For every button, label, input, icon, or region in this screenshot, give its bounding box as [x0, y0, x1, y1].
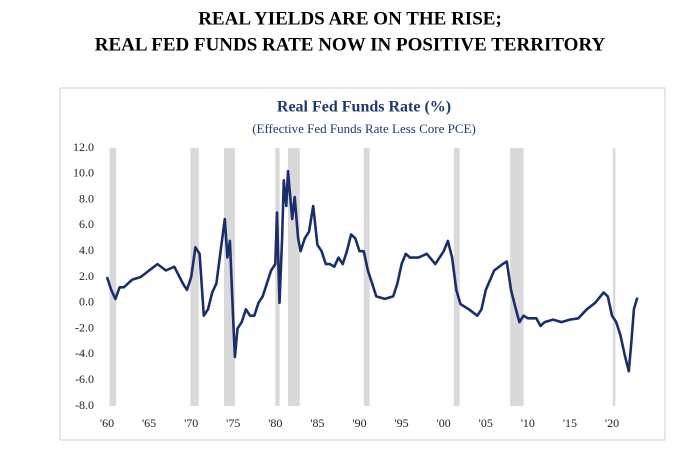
chart-title: Real Fed Funds Rate (%)	[277, 99, 451, 116]
x-tick-label: '10	[521, 416, 535, 430]
recession-band	[223, 148, 235, 406]
recession-band	[510, 148, 524, 406]
y-tick-label: 12.0	[73, 140, 94, 154]
x-tick-label: '65	[142, 416, 156, 430]
chart-frame	[59, 87, 666, 441]
recession-band	[109, 148, 117, 406]
recession-band	[612, 148, 616, 406]
y-tick-label: 8.0	[79, 191, 94, 205]
x-tick-label: '80	[268, 416, 282, 430]
x-tick-label: '20	[605, 416, 619, 430]
recession-band	[363, 148, 370, 406]
recession-band	[190, 148, 199, 406]
x-tick-label: '70	[184, 416, 198, 430]
page-title: REAL YIELDS ARE ON THE RISE;	[198, 8, 502, 29]
chart-subtitle: (Effective Fed Funds Rate Less Core PCE)	[252, 121, 476, 136]
y-tick-label: 4.0	[79, 243, 94, 257]
y-tick-label: -6.0	[75, 372, 94, 386]
y-tick-label: -8.0	[75, 398, 94, 412]
y-tick-label: 10.0	[73, 166, 94, 180]
y-tick-label: 0.0	[79, 295, 94, 309]
x-tick-label: '15	[563, 416, 577, 430]
x-tick-label: '05	[479, 416, 493, 430]
x-tick-label: '00	[437, 416, 451, 430]
y-tick-label: -2.0	[75, 320, 94, 334]
recession-band	[453, 148, 460, 406]
y-tick-label: 2.0	[79, 269, 94, 283]
y-tick-label: -4.0	[75, 346, 94, 360]
series-line	[105, 169, 639, 373]
x-tick-label: '95	[394, 416, 408, 430]
x-tick-label: '85	[310, 416, 324, 430]
x-tick-label: '75	[226, 416, 240, 430]
recession-band	[275, 148, 280, 406]
x-tick-label: '60	[100, 416, 114, 430]
page-title: REAL FED FUNDS RATE NOW IN POSITIVE TERR…	[95, 34, 606, 55]
x-tick-label: '90	[352, 416, 366, 430]
y-tick-label: 6.0	[79, 217, 94, 231]
recession-band	[287, 148, 300, 406]
